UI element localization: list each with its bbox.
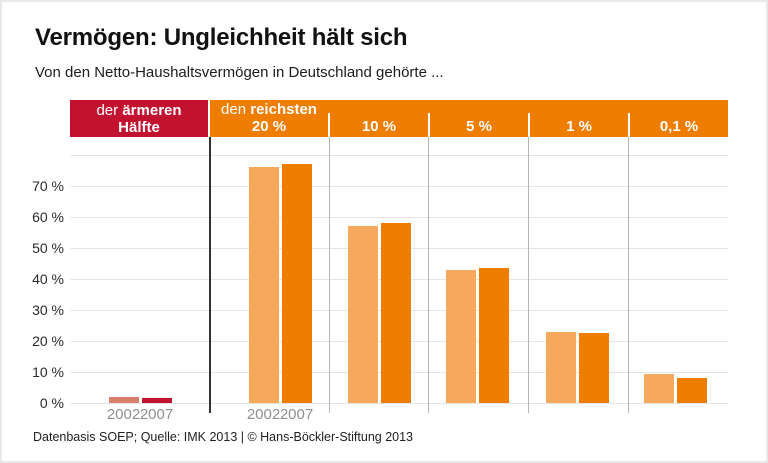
bar-2007-group4: [578, 333, 609, 403]
bar-2007-group3: [479, 268, 509, 403]
header-divider: [628, 113, 630, 137]
category-header-poorer-half: der ärmeren Hälfte: [70, 100, 208, 137]
bar-2002-group0: [108, 396, 139, 403]
richest-cell-01: 0,1 %: [630, 100, 728, 137]
group-separator: [628, 137, 629, 413]
y-axis-label: 40 %: [32, 271, 64, 287]
richest-1-label: 1 %: [566, 118, 592, 135]
richest-10-label: 10 %: [361, 118, 397, 135]
y-axis-label: 60 %: [32, 209, 64, 225]
group-separator: [428, 137, 429, 413]
bar-2002-group5: [644, 373, 674, 403]
gridline: [70, 155, 728, 156]
y-axis-label: 30 %: [32, 302, 64, 318]
richest-5-label: 5 %: [466, 118, 492, 135]
richest-cell-10: 10 %: [330, 100, 428, 137]
gridline: [70, 403, 728, 404]
poor-header-line2: Hälfte: [118, 119, 160, 136]
x-axis-year-label: 2002: [246, 406, 281, 423]
richest-01-label: 0,1 %: [659, 118, 699, 135]
section-axis-line: [209, 137, 211, 413]
y-axis-label: 10 %: [32, 364, 64, 380]
poor-header-line1: der ärmeren: [96, 102, 182, 119]
gridline: [70, 186, 728, 187]
bar-2002-group3: [446, 269, 476, 403]
richest-20-label: 20 %: [251, 118, 287, 135]
header-divider: [328, 113, 330, 137]
bar-2002-group4: [545, 331, 576, 403]
group-separator: [528, 137, 529, 413]
page-title: Vermögen: Ungleichheit hält sich: [35, 24, 408, 51]
bar-2002-group2: [347, 226, 378, 403]
bar-2002-group1: [248, 167, 279, 403]
y-axis-label: 70 %: [32, 178, 64, 194]
bar-2007-group0: [141, 398, 172, 403]
y-axis-label: 20 %: [32, 333, 64, 349]
bar-2007-group2: [380, 223, 411, 403]
source-note: Datenbasis SOEP; Quelle: IMK 2013 | © Ha…: [33, 430, 414, 444]
richest-cell-5: 5 %: [430, 100, 528, 137]
category-header-richest: den reichsten 20 % 10 % 5 % 1 % 0,1 %: [210, 100, 728, 137]
header-divider: [528, 113, 530, 137]
bar-2007-group1: [281, 164, 312, 403]
rich-header-line1: den reichsten: [221, 101, 317, 118]
gridline: [70, 217, 728, 218]
richest-cell-1: 1 %: [530, 100, 628, 137]
x-axis-year-label: 2007: [279, 406, 314, 423]
header-divider: [428, 113, 430, 137]
bar-2007-group5: [677, 378, 707, 403]
x-axis-year-label: 2002: [106, 406, 141, 423]
richest-cell-20: den reichsten 20 %: [210, 100, 328, 137]
x-axis-year-label: 2007: [139, 406, 174, 423]
y-axis-label: 50 %: [32, 240, 64, 256]
y-axis-label: 0 %: [39, 395, 64, 411]
group-separator: [329, 137, 330, 413]
subtitle: Von den Netto-Haushaltsvermögen in Deuts…: [35, 64, 444, 81]
